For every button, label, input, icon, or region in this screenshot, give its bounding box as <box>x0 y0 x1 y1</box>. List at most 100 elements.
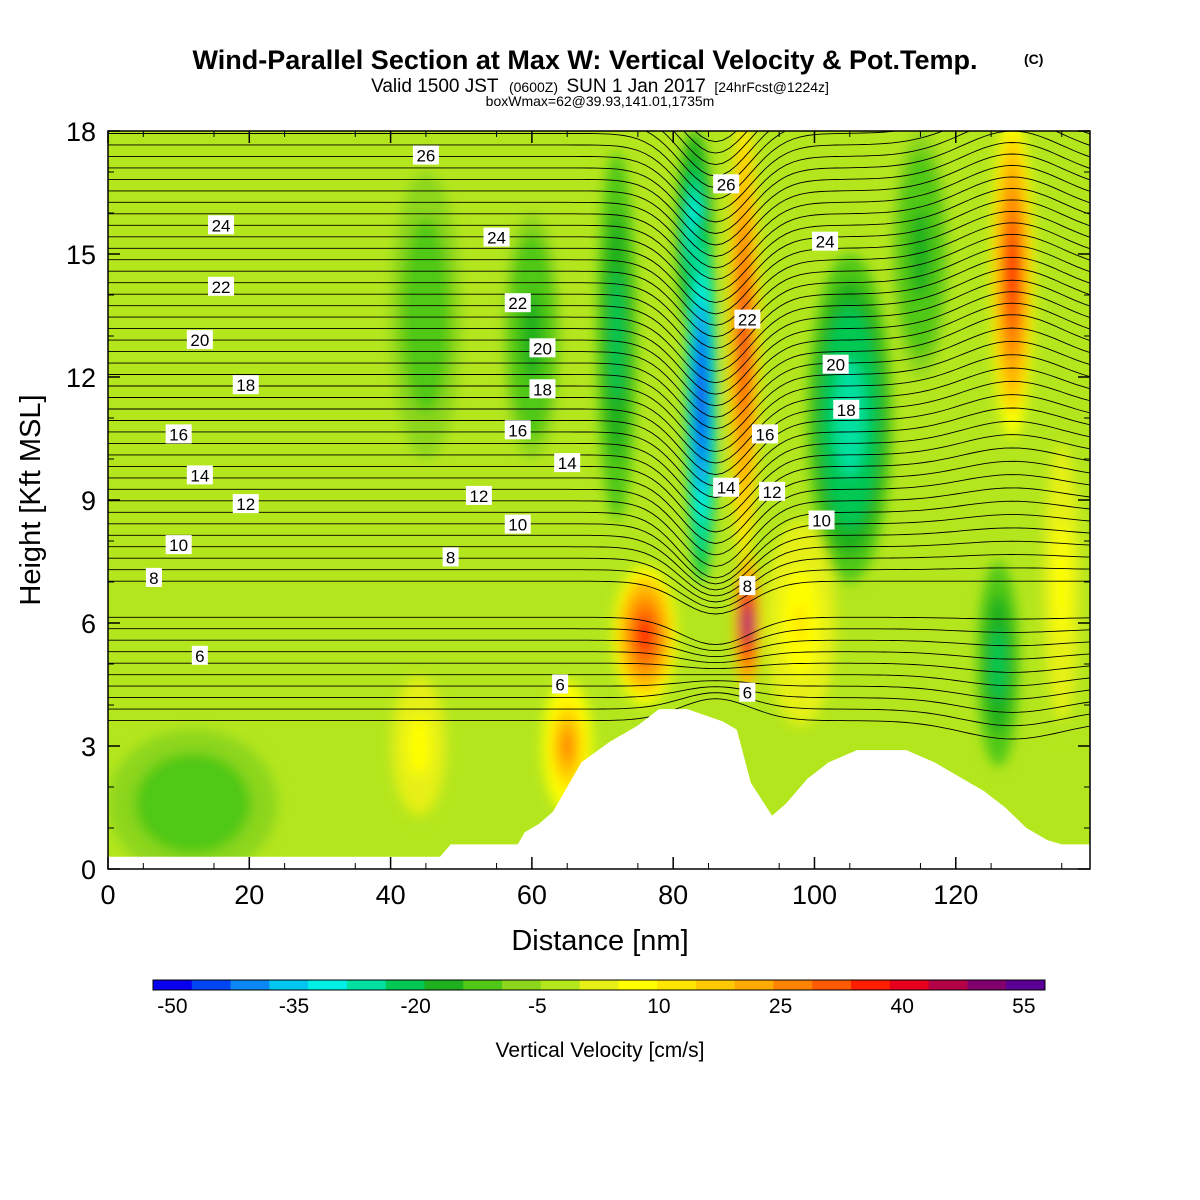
velocity-cell <box>892 131 949 377</box>
velocity-level <box>993 643 1003 685</box>
isotherm-label-box <box>504 514 531 534</box>
isotherm-label: 22 <box>208 276 235 297</box>
isotherm-line <box>108 680 1090 700</box>
isotherm-line <box>108 291 1090 395</box>
chart-title: Wind-Parallel Section at Max W: Vertical… <box>193 45 978 75</box>
isotherm-line <box>108 616 1090 646</box>
isotherm-label-text: 20 <box>190 331 209 350</box>
isotherm-line <box>108 222 1090 326</box>
colorbar-swatch <box>346 980 387 990</box>
isotherm-line <box>108 367 1090 464</box>
colorbar-swatch <box>695 980 736 990</box>
colorbar-swatch <box>967 980 1007 990</box>
colorbar-swatch <box>463 980 503 990</box>
colorbar-tick-label: -35 <box>279 995 309 1018</box>
isotherm-label-text: 26 <box>717 175 736 194</box>
isotherm-label-text: 16 <box>756 425 775 444</box>
isotherm-label-box <box>713 477 740 497</box>
velocity-cell <box>734 553 761 693</box>
isotherm-line <box>108 380 1090 476</box>
isotherm-label: 18 <box>529 379 556 399</box>
isotherm-line <box>108 142 1090 246</box>
x-tick-label: 20 <box>234 880 264 910</box>
x-tick-label: 120 <box>933 880 978 910</box>
isotherm-line <box>108 187 1090 292</box>
velocity-level <box>418 286 433 345</box>
isotherm-label-box <box>734 309 761 329</box>
colorbar-swatch <box>618 980 658 990</box>
isotherm-label: 8 <box>739 576 756 596</box>
isotherm-label-box <box>232 494 259 514</box>
colorbar-tick-label: -20 <box>400 995 430 1018</box>
isotherm-label-text: 6 <box>555 676 564 695</box>
isotherm-label: 18 <box>833 399 860 420</box>
isotherm-label-text: 18 <box>533 380 552 399</box>
velocity-level <box>412 729 426 763</box>
colorbar-tick-label: -5 <box>528 995 547 1018</box>
velocity-level <box>1057 549 1066 615</box>
isotherm-line <box>108 279 1090 384</box>
isotherm-line <box>108 662 1090 673</box>
isotherm-line <box>108 628 1090 652</box>
isotherm-label-box <box>739 682 756 702</box>
x-axis-title: Distance [nm] <box>511 925 688 957</box>
velocity-cell <box>390 172 462 459</box>
colorbar-swatch <box>424 980 464 990</box>
isotherm-label: 26 <box>412 145 439 166</box>
colorbar-swatch <box>657 980 697 990</box>
x-tick-label: 80 <box>658 880 688 910</box>
velocity-cell <box>387 664 451 828</box>
isotherm-line <box>108 692 1090 727</box>
y-tick-label: 3 <box>81 732 96 762</box>
isotherm-label: 26 <box>713 174 740 194</box>
isotherm-line <box>108 540 1090 597</box>
isotherm-line <box>108 434 1090 521</box>
isotherm-label-box <box>552 674 569 694</box>
isotherm-label-box <box>759 481 786 501</box>
isotherm-label-box <box>186 465 213 485</box>
isotherm-label-box <box>208 276 235 296</box>
isotherm-label-text: 20 <box>533 339 552 358</box>
velocity-level <box>793 602 808 644</box>
isotherm-label-text: 26 <box>416 147 435 166</box>
isotherm-line <box>108 639 1090 658</box>
colorbar-tick-label: -50 <box>157 995 187 1018</box>
isotherm-label-box <box>752 424 779 444</box>
isotherm-label: 24 <box>483 227 510 248</box>
isotherm-label: 12 <box>232 494 259 514</box>
velocity-cell <box>976 561 1020 767</box>
colorbar-swatch <box>1006 980 1046 990</box>
colorbar-swatch <box>734 980 775 990</box>
colorbar-swatch <box>153 980 193 990</box>
isotherm-label: 8 <box>442 547 459 567</box>
subtitle-date: SUN 1 Jan 2017 <box>566 76 705 97</box>
isotherm-line <box>108 314 1090 418</box>
velocity-cell <box>1040 418 1083 746</box>
y-tick-label: 15 <box>66 240 96 270</box>
isotherm-label-text: 22 <box>508 294 527 313</box>
isotherm-label: 18 <box>232 375 259 395</box>
velocity-level <box>698 360 705 435</box>
isotherm-line <box>108 340 1090 441</box>
colorbar-swatch <box>269 980 309 990</box>
isotherm-line <box>108 554 1090 603</box>
subtitle-lead: Valid 1500 JST <box>371 76 499 97</box>
colorbar-frame <box>152 979 1046 991</box>
colorbar-swatch <box>773 980 813 990</box>
isotherm-label: 10 <box>165 535 192 555</box>
isotherm-label-box <box>739 576 756 596</box>
velocity-level <box>638 621 652 650</box>
colorbar-tick-label: 10 <box>647 995 670 1018</box>
isotherm-label-text: 16 <box>169 425 188 444</box>
isotherm-line <box>108 686 1090 713</box>
isotherm-label: 20 <box>186 330 213 350</box>
isotherm-label-box <box>529 379 556 399</box>
isotherm-line <box>108 567 1090 609</box>
velocity-cell <box>728 131 760 562</box>
isotherm-label: 6 <box>552 674 569 695</box>
isotherm-label: 20 <box>529 338 556 358</box>
isotherm-line <box>108 580 1090 615</box>
isotherm-label: 10 <box>504 514 531 535</box>
isotherm-label: 16 <box>752 424 779 444</box>
